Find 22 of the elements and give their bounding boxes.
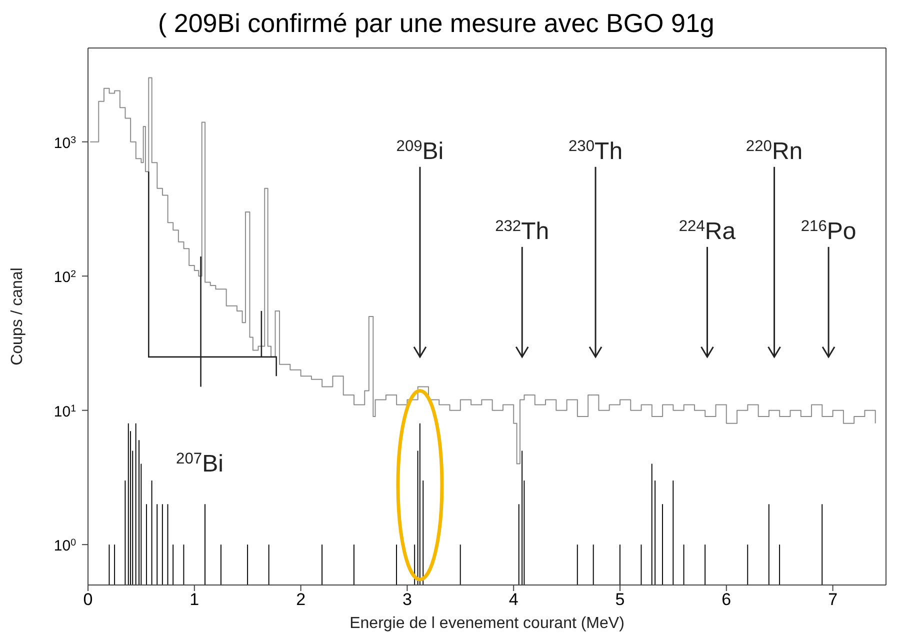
annotation: $^{220}$Rn xyxy=(746,137,803,165)
annotation: $^{209}$Bi xyxy=(396,137,444,165)
annotation: $^{232}$Th xyxy=(495,217,550,245)
x-tick-label: 1 xyxy=(190,590,200,610)
y-tick-label: 10$^{0}$ xyxy=(54,537,77,555)
y-tick-label: 10$^{1}$ xyxy=(54,402,76,420)
x-tick-label: 6 xyxy=(722,590,732,610)
x-tick-label: 5 xyxy=(615,590,625,610)
annotation: $^{216}$Po xyxy=(800,217,856,245)
x-tick-label: 0 xyxy=(83,590,93,610)
x-tick-label: 2 xyxy=(296,590,306,610)
chart-title: ( 209Bi confirmé par une mesure avec BGO 91g xyxy=(157,8,716,38)
x-axis-title: Energie de l evenement courant (MeV) xyxy=(350,615,624,632)
x-tick-label: 3 xyxy=(402,590,412,610)
x-tick-label: 7 xyxy=(828,590,838,610)
y-tick-label: 10$^{3}$ xyxy=(54,134,76,152)
annotation: $^{207}$Bi xyxy=(176,450,224,478)
y-axis-title: Coups / canal xyxy=(9,268,26,366)
x-tick-label: 4 xyxy=(508,590,518,610)
annotation: $^{230}$Th xyxy=(568,137,623,165)
annotation: $^{224}$Ra xyxy=(678,217,736,245)
y-tick-label: 10$^{2}$ xyxy=(54,268,76,286)
